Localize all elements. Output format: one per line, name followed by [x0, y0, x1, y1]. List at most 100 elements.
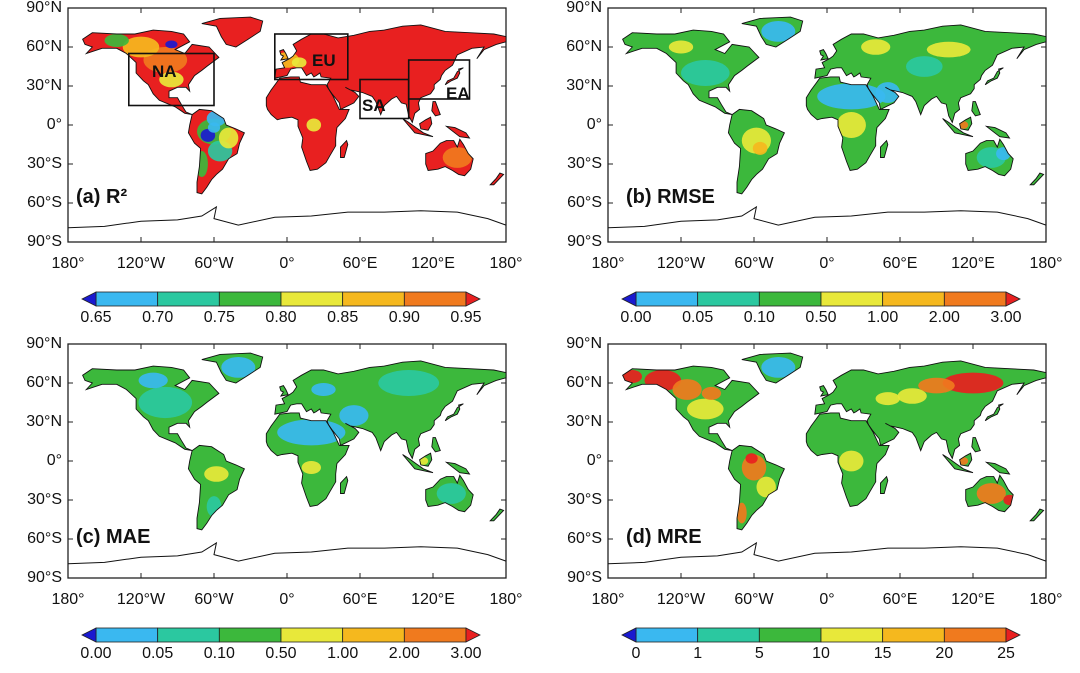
coastline-africa — [265, 76, 350, 172]
coastline-borneo — [959, 116, 973, 131]
colorbar-segment — [403, 627, 467, 643]
colorbar-tick-label: 3.00 — [990, 309, 1022, 326]
value-patch — [906, 56, 943, 77]
panel-d-map-svg — [607, 343, 1047, 643]
coastline-newZealand — [1029, 508, 1045, 522]
colorbar-tick-label: 0.65 — [80, 309, 112, 326]
coastline-britain — [819, 49, 829, 61]
colorbar-segment — [882, 291, 945, 307]
coastline-australia — [425, 138, 474, 177]
y-axis-label: 0° — [46, 452, 62, 469]
colorbar-segment — [218, 627, 282, 643]
region-label-eu: EU — [312, 51, 336, 70]
y-axis-label: 0° — [586, 116, 602, 133]
colorbar-segment — [342, 627, 405, 643]
value-patch — [218, 127, 239, 149]
x-axis-label: 180° — [51, 591, 85, 608]
x-axis-label: 180° — [489, 255, 523, 272]
y-axis-label: 30°S — [567, 155, 602, 172]
y-axis-label: 30°S — [27, 491, 62, 508]
y-axis-label: 30°N — [566, 413, 602, 430]
coastline-australia — [965, 474, 1014, 513]
region-box-ea — [407, 59, 471, 100]
y-axis-label: 90°S — [27, 233, 62, 250]
coastline-philippines — [431, 101, 441, 117]
colorbar-tick-label: 0.05 — [142, 645, 174, 662]
value-patch — [681, 60, 730, 86]
y-axis-label: 60°S — [567, 194, 602, 211]
colorbar-segment — [403, 291, 467, 307]
colorbar-tick-label: 5 — [754, 645, 764, 662]
coastline-eurasia — [274, 360, 507, 460]
x-axis-label: 120°W — [656, 255, 706, 272]
colorbar-segment — [157, 627, 220, 643]
panel-b-map-svg — [607, 7, 1047, 307]
y-axis-label: 90°S — [567, 233, 602, 250]
value-patch — [204, 466, 229, 482]
coastline-africa — [805, 76, 890, 172]
value-patch — [311, 383, 336, 396]
x-axis-label: 60°E — [882, 255, 918, 272]
colorbar-segment — [820, 627, 884, 643]
y-axis-label: 0° — [586, 452, 602, 469]
coastline-borneo — [419, 452, 433, 467]
y-axis-label: 30°N — [26, 413, 62, 430]
value-patch — [339, 405, 369, 426]
x-axis-label: 0° — [279, 591, 295, 608]
colorbar-segment — [635, 627, 699, 643]
colorbar-tick-label: 20 — [935, 645, 954, 662]
y-axis-label: 90°S — [567, 569, 602, 586]
colorbar-segment — [280, 627, 344, 643]
colorbar-segment — [758, 291, 822, 307]
y-axis-label: 0° — [46, 116, 62, 133]
coastline-southAmerica — [187, 444, 245, 531]
value-patch — [672, 379, 702, 400]
colorbar-segment — [758, 627, 822, 643]
colorbar-tick-label: 0.05 — [682, 309, 714, 326]
x-axis-label: 0° — [819, 255, 835, 272]
coastline-madagascar — [340, 475, 349, 494]
coastline-newGuinea — [984, 461, 1011, 475]
colorbar-tick-label: 1.00 — [867, 309, 899, 326]
value-patch — [159, 71, 184, 88]
colorbar-tick-label: 0.85 — [327, 309, 359, 326]
y-axis-label: 60°N — [566, 374, 602, 391]
value-patch — [301, 461, 321, 474]
x-axis-label: 0° — [279, 255, 295, 272]
coastline-northAmerica — [82, 29, 220, 116]
colorbar-tick-label: 2.00 — [928, 309, 960, 326]
value-patch — [897, 388, 927, 404]
y-axis-label: 60°S — [27, 530, 62, 547]
x-axis-label: 60°E — [342, 591, 378, 608]
value-patch — [875, 392, 900, 406]
coastline-newZealand — [489, 172, 505, 186]
colorbar-segment — [218, 291, 282, 307]
coastline-newZealand — [1029, 172, 1045, 186]
coastline-africa — [265, 412, 350, 508]
region-label-sa: SA — [362, 96, 386, 115]
colorbar-tick-label: 0.10 — [743, 309, 775, 326]
value-patch — [752, 141, 768, 155]
y-axis-label: 60°S — [27, 194, 62, 211]
colorbar-tick-label: 0.95 — [450, 309, 482, 326]
coastline-japan — [984, 67, 1004, 86]
colorbar-tick-label: 0 — [631, 645, 641, 662]
value-patch — [976, 483, 1006, 504]
x-axis-label: 120°W — [656, 591, 706, 608]
y-axis-label: 60°N — [566, 38, 602, 55]
colorbar-tick-label: 2.00 — [388, 645, 420, 662]
colorbar-segment — [820, 291, 884, 307]
value-patch — [138, 386, 193, 419]
colorbar-segment — [882, 627, 945, 643]
x-axis-label: 120°E — [951, 255, 995, 272]
x-axis-label: 180° — [591, 255, 625, 272]
panel-a-map-svg — [67, 7, 507, 307]
coastline-newGuinea — [444, 125, 471, 139]
y-axis-label: 90°S — [27, 569, 62, 586]
colorbar-segment — [697, 627, 760, 643]
colorbar-segment — [342, 291, 405, 307]
region-label-na: NA — [152, 62, 177, 81]
coastline-eurasia — [814, 360, 1047, 460]
colorbar-segment — [943, 627, 1007, 643]
